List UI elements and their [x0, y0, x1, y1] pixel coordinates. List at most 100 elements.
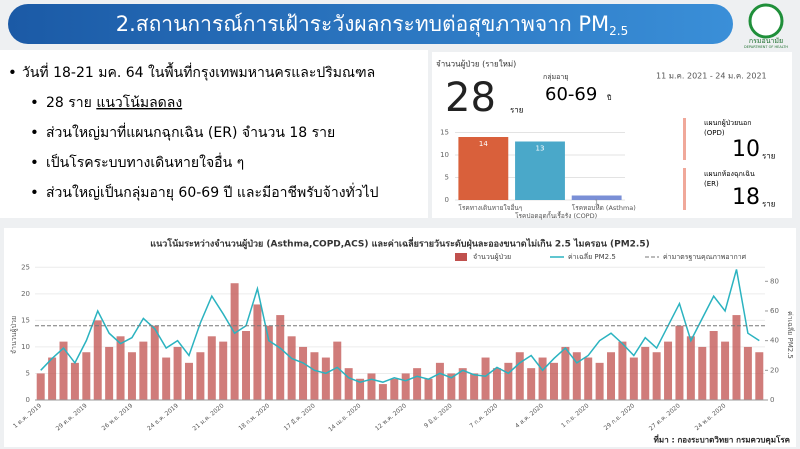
bullet-text: 28 ราย — [46, 95, 92, 111]
patient-bar — [264, 325, 273, 400]
patient-bar — [321, 357, 330, 400]
bullet-sub: เป็นโรคระบบทางเดินหายใจอื่น ๆ — [46, 153, 244, 171]
patient-bar — [253, 304, 262, 400]
patient-bar — [492, 368, 501, 400]
opd-unit: ราย — [762, 152, 775, 161]
bullet-dot: • — [30, 154, 39, 172]
patient-bar — [401, 373, 410, 400]
pm25-line — [40, 269, 760, 383]
patient-bar — [150, 325, 159, 400]
y2-tick-label: 60 — [770, 307, 779, 315]
sub-bullets: • ส่วนใหญ่มาที่แผนกฉุกเฉิน (ER) จำนวน 18 … — [30, 123, 379, 202]
bar — [515, 141, 565, 200]
logo-subtext: DEPARTMENT OF HEALTH — [744, 45, 788, 49]
patient-bar — [139, 341, 148, 400]
patient-bar — [652, 352, 661, 400]
y-tick-label: 25 — [21, 263, 30, 271]
patient-bar — [59, 341, 68, 400]
patient-bar — [70, 362, 79, 400]
patient-bar — [561, 346, 570, 400]
patient-bar — [743, 346, 752, 400]
er-unit: ราย — [762, 200, 775, 209]
patient-bar — [378, 384, 387, 400]
patient-bar — [698, 346, 707, 400]
y2-tick-label: 20 — [770, 366, 779, 374]
patient-bar — [675, 325, 684, 400]
patient-bar — [116, 336, 125, 400]
logo — [748, 3, 784, 39]
bullet-sub: ส่วนใหญ่เป็นกลุ่มอายุ 60-69 ปี และมีอาชี… — [46, 183, 379, 201]
patient-bar — [105, 346, 114, 400]
bullet-dot: • — [30, 184, 39, 202]
er-label: (ER) — [704, 180, 719, 188]
patient-bar — [686, 336, 695, 400]
bullet-dot: • — [30, 94, 39, 112]
patient-bar — [48, 357, 57, 400]
patient-bar — [333, 341, 342, 400]
patient-bar — [162, 357, 171, 400]
y-tick-label: 5 — [26, 369, 30, 377]
slide-title: 2.สถานการณ์การเฝ้าระวังผลกระทบต่อสุขภาพจ… — [116, 12, 629, 38]
patient-bar — [447, 373, 456, 400]
trend-title: แนวโน้มระหว่างจำนวนผู้ป่วย (Asthma,COPD,… — [150, 237, 649, 250]
er-value: 18 — [732, 185, 760, 210]
legend-swatch — [455, 253, 467, 261]
patient-bar — [629, 357, 638, 400]
patient-bar — [93, 320, 102, 400]
bar — [458, 137, 509, 200]
y-tick-label: 10 — [440, 151, 449, 159]
title-sub: 2.5 — [609, 24, 628, 38]
x-tick-label: โรคปอดอุดกั้นเรื้อรัง (COPD) — [515, 211, 597, 220]
patient-bar — [367, 373, 376, 400]
patient-bar — [732, 315, 741, 400]
legend-label: จำนวนผู้ป่วย — [473, 253, 511, 261]
age-unit: ปี — [607, 94, 612, 102]
bullet-underlined: แนวโน้มลดลง — [96, 94, 182, 111]
patient-bar — [470, 373, 479, 400]
age-value: 60-69 — [545, 84, 597, 105]
y-tick-label: 10 — [21, 343, 30, 351]
bullet-sub: 28 ราย แนวโน้มลดลง — [46, 94, 182, 111]
y-tick-label: 15 — [440, 129, 449, 137]
patient-bar — [481, 357, 490, 400]
y-tick-label: 20 — [21, 290, 30, 298]
card-bar — [683, 118, 686, 160]
opd-label: แผนกผู้ป่วยนอก — [704, 119, 751, 127]
y-tick-label: 15 — [21, 316, 30, 324]
patient-bar — [572, 352, 581, 400]
source-note: ที่มา : กองระบาดวิทยา กรมควบคุมโรค — [654, 434, 790, 446]
patient-bar — [664, 341, 673, 400]
bullet-sub: ส่วนใหญ่มาที่แผนกฉุกเฉิน (ER) จำนวน 18 ร… — [46, 123, 335, 141]
patient-bar — [36, 373, 45, 400]
title-main: 2.สถานการณ์การเฝ้าระวังผลกระทบต่อสุขภาพจ… — [116, 12, 609, 37]
y-tick-label: 0 — [445, 196, 449, 204]
patient-bar — [82, 352, 91, 400]
patients-unit: ราย — [510, 106, 523, 115]
patient-bar — [356, 378, 365, 400]
patient-bar — [413, 368, 422, 400]
patients-value: 28 — [445, 75, 496, 121]
legend-label: ค่ามาตรฐานคุณภาพอากาศ — [663, 253, 747, 261]
bullet-panel — [0, 50, 428, 218]
header-band — [8, 4, 733, 44]
patient-bar — [595, 362, 604, 400]
er-label: แผนกห้องฉุกเฉิน — [704, 170, 755, 178]
y-axis-label: จำนวนผู้ป่วย — [10, 316, 18, 354]
y2-tick-label: 0 — [770, 396, 774, 404]
opd-value: 10 — [732, 137, 760, 162]
patient-bar — [515, 352, 524, 400]
patient-bar — [527, 368, 536, 400]
y2-axis-label: ค่าเฉลี่ย PM2.5 — [786, 311, 795, 359]
bar-value-label: 1 — [594, 199, 598, 207]
patients-label: จำนวนผู้ป่วย (รายใหม่) — [436, 60, 516, 70]
date-range: 11 ม.ค. 2021 - 24 ม.ค. 2021 — [656, 72, 767, 81]
y2-tick-label: 80 — [770, 277, 779, 285]
bullet-dot: • — [30, 124, 39, 142]
patient-bar — [538, 357, 547, 400]
patient-bar — [299, 346, 308, 400]
patient-bar — [310, 352, 319, 400]
patient-bar — [424, 378, 433, 400]
patient-bar — [584, 357, 593, 400]
